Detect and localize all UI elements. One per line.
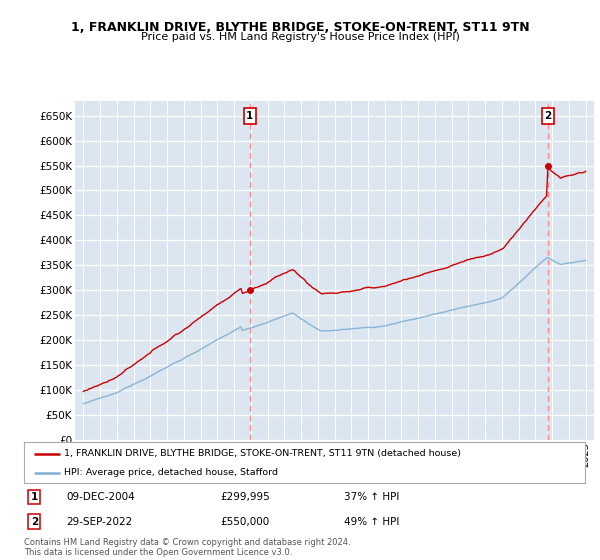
Text: Contains HM Land Registry data © Crown copyright and database right 2024.
This d: Contains HM Land Registry data © Crown c… bbox=[24, 538, 350, 557]
Text: 1: 1 bbox=[31, 492, 38, 502]
Text: £299,995: £299,995 bbox=[220, 492, 270, 502]
Text: 29-SEP-2022: 29-SEP-2022 bbox=[66, 517, 133, 527]
Text: 2: 2 bbox=[31, 517, 38, 527]
Text: 2: 2 bbox=[544, 111, 551, 121]
Text: 1, FRANKLIN DRIVE, BLYTHE BRIDGE, STOKE-ON-TRENT, ST11 9TN: 1, FRANKLIN DRIVE, BLYTHE BRIDGE, STOKE-… bbox=[71, 21, 529, 34]
Text: £550,000: £550,000 bbox=[220, 517, 269, 527]
Text: 1, FRANKLIN DRIVE, BLYTHE BRIDGE, STOKE-ON-TRENT, ST11 9TN (detached house): 1, FRANKLIN DRIVE, BLYTHE BRIDGE, STOKE-… bbox=[64, 449, 461, 458]
Text: 1: 1 bbox=[246, 111, 253, 121]
Text: 37% ↑ HPI: 37% ↑ HPI bbox=[344, 492, 399, 502]
Text: 49% ↑ HPI: 49% ↑ HPI bbox=[344, 517, 399, 527]
Text: 09-DEC-2004: 09-DEC-2004 bbox=[66, 492, 135, 502]
Text: HPI: Average price, detached house, Stafford: HPI: Average price, detached house, Staf… bbox=[64, 468, 278, 477]
Text: Price paid vs. HM Land Registry's House Price Index (HPI): Price paid vs. HM Land Registry's House … bbox=[140, 32, 460, 43]
